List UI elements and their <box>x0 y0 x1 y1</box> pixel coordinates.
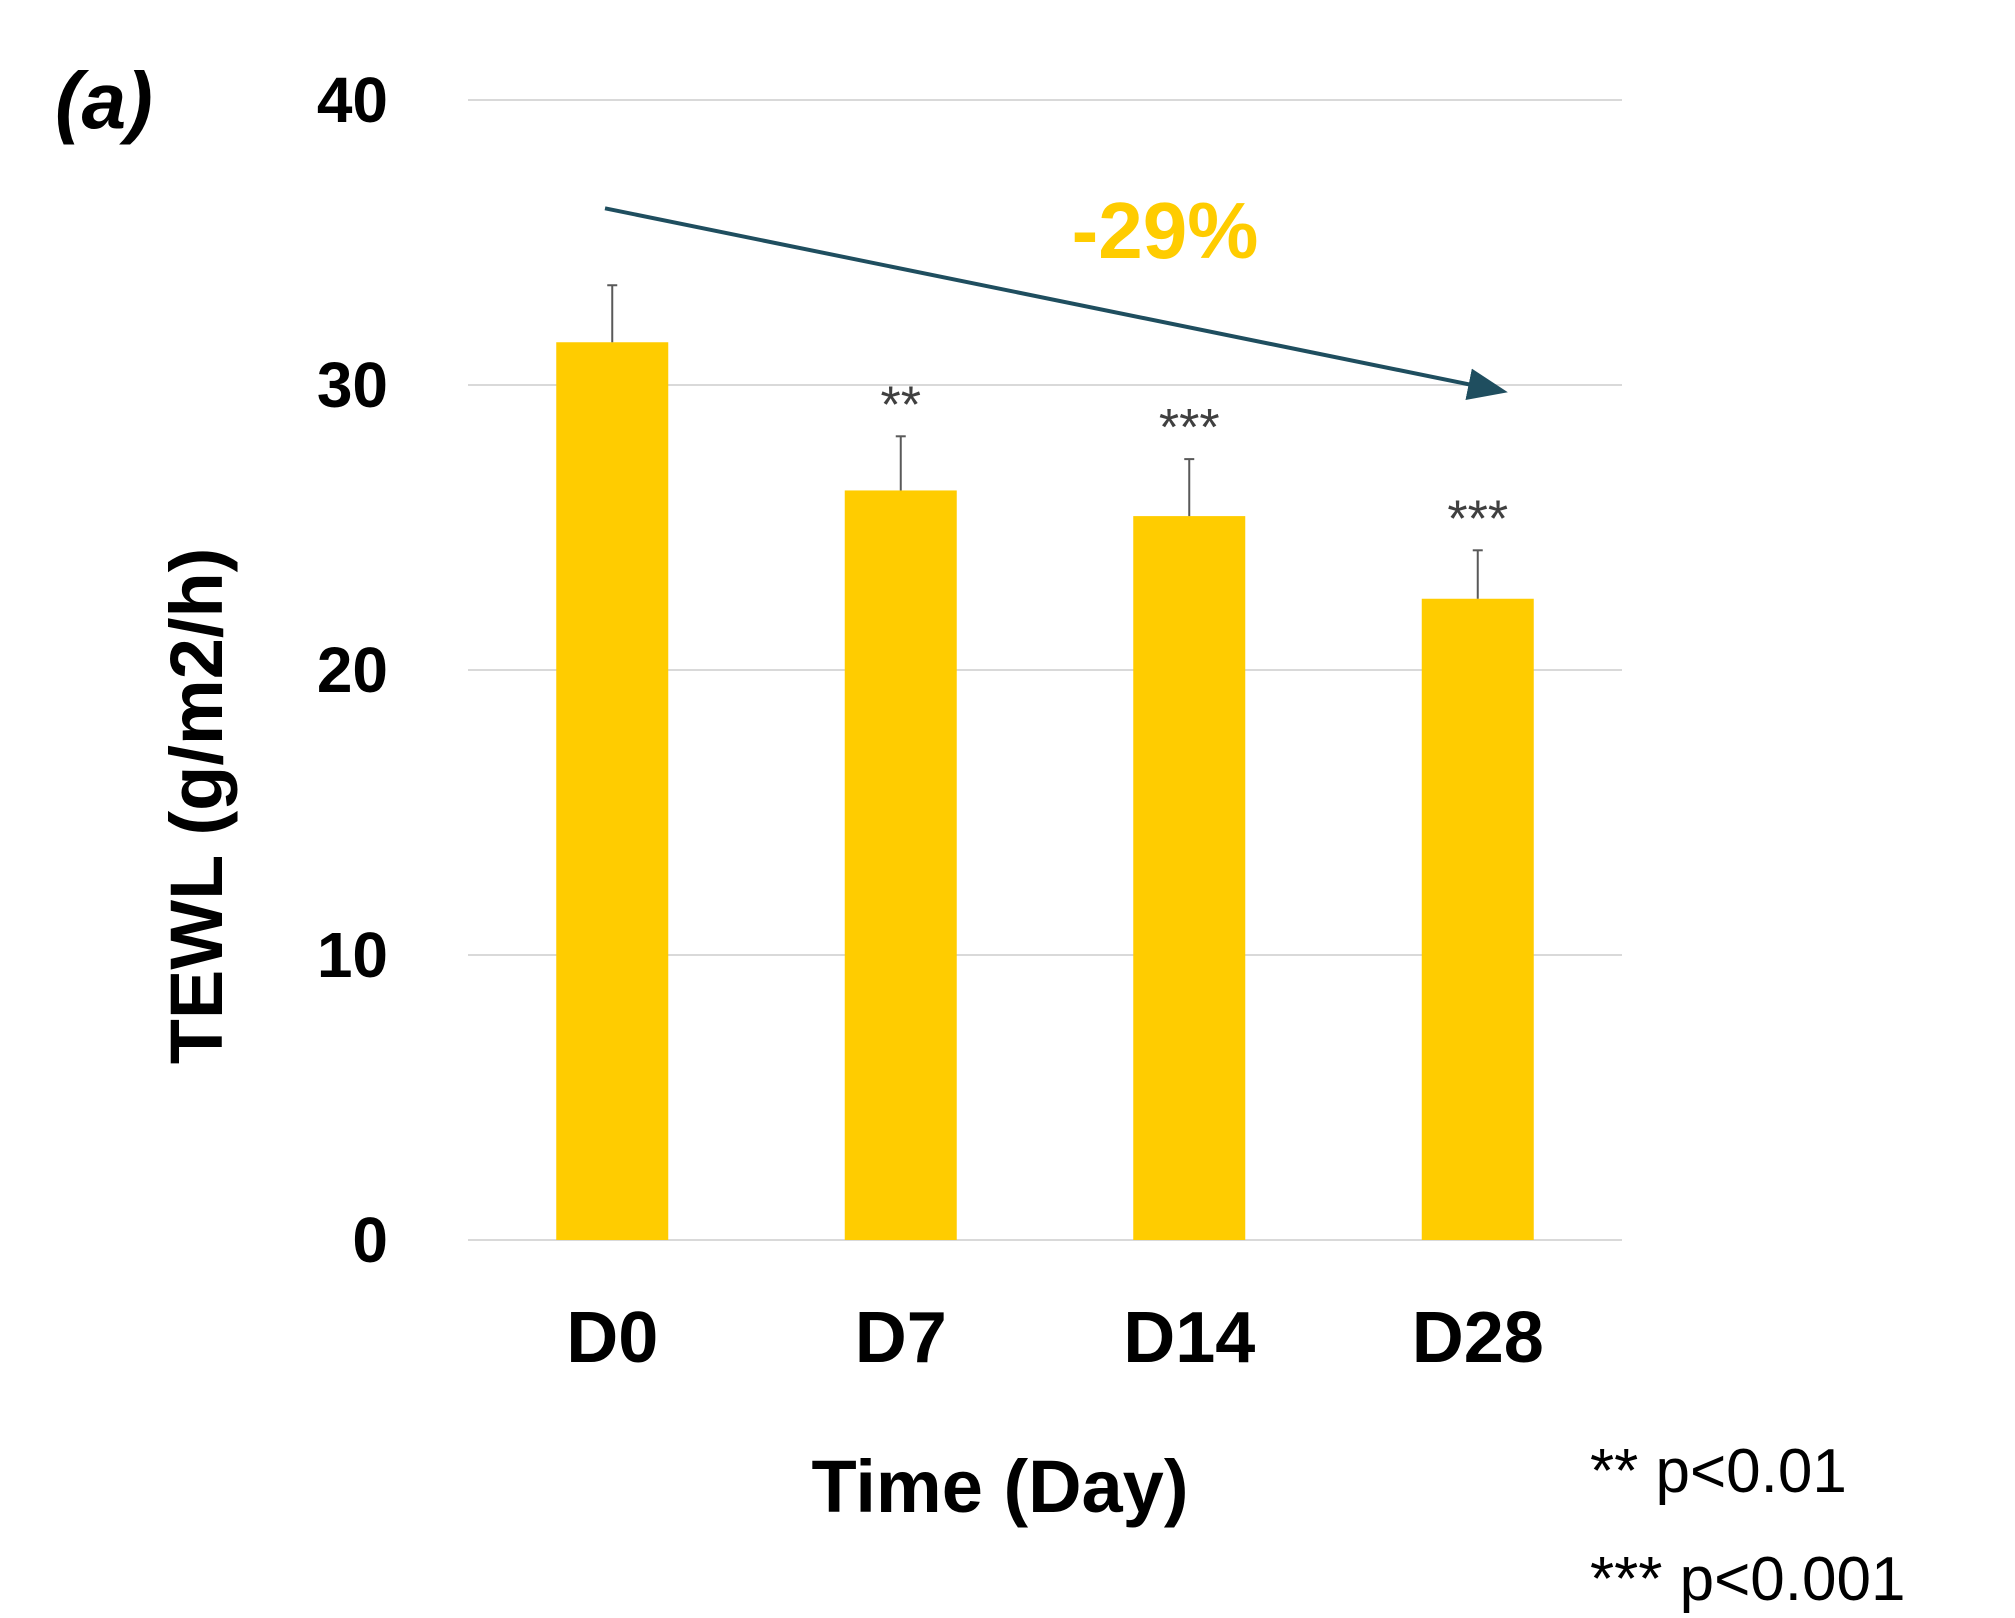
y-axis-ticks: 0 10 20 30 40 <box>317 64 388 1276</box>
bar-D14 <box>1133 516 1246 1240</box>
significance-D7: ** <box>881 376 921 434</box>
y-axis-title: TEWL (g/m2/h) <box>155 548 238 1065</box>
significance-D28: *** <box>1447 490 1508 548</box>
y-tick-label-0: 0 <box>352 1204 388 1276</box>
trend-label: -29% <box>1072 186 1259 275</box>
bar-D28 <box>1421 598 1534 1240</box>
x-tick-label-D7: D7 <box>855 1298 947 1378</box>
x-tick-label-D28: D28 <box>1412 1298 1544 1378</box>
trend-arrow <box>604 206 1508 400</box>
panel-label: (a) <box>55 56 153 145</box>
x-axis-categories: D0 D7 D14 D28 <box>566 1298 1544 1378</box>
significance-marks: ** ****** <box>881 376 1509 548</box>
bars <box>556 342 1534 1240</box>
error-bars <box>607 284 1483 599</box>
x-tick-label-D0: D0 <box>566 1298 658 1378</box>
x-tick-label-D14: D14 <box>1123 1298 1255 1378</box>
legend-note-p001: *** p<0.001 <box>1590 1545 1905 1614</box>
significance-D14: *** <box>1159 399 1220 457</box>
y-tick-label-10: 10 <box>317 919 388 991</box>
x-axis-title: Time (Day) <box>812 1445 1189 1528</box>
legend-note-p01: ** p<0.01 <box>1590 1437 1847 1506</box>
bar-D0 <box>556 342 669 1240</box>
bar-D7 <box>844 490 957 1240</box>
y-tick-label-20: 20 <box>317 634 388 706</box>
y-tick-label-30: 30 <box>317 349 388 421</box>
y-tick-label-40: 40 <box>317 64 388 136</box>
